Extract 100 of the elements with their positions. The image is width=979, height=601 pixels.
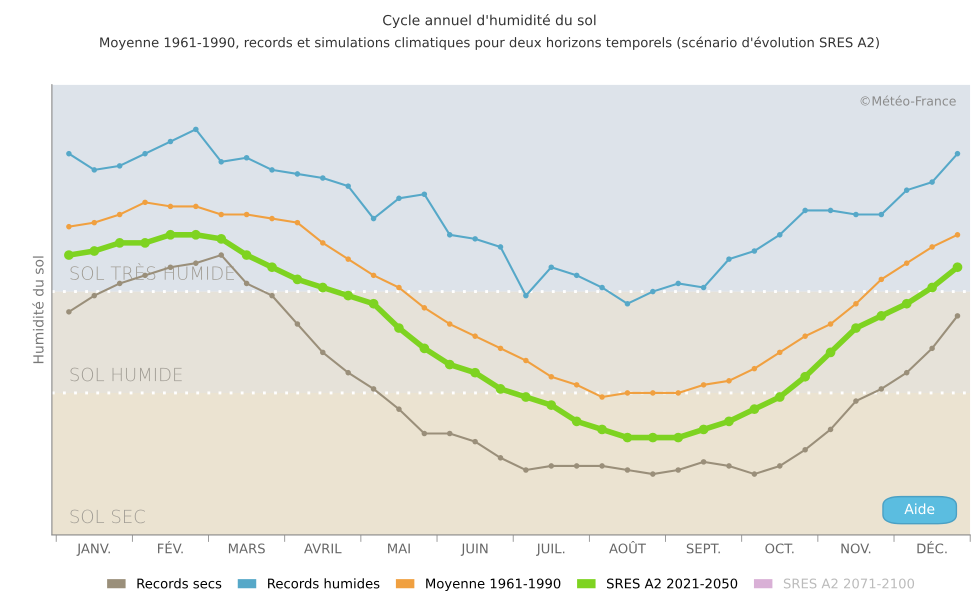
point (394, 323, 404, 333)
point (826, 348, 836, 358)
point (370, 216, 376, 222)
point (64, 250, 74, 260)
point (776, 232, 783, 238)
point (878, 212, 884, 218)
point (269, 167, 275, 173)
point (345, 183, 351, 189)
point (444, 360, 455, 370)
band-label: SOL HUMIDE (70, 368, 182, 382)
point (320, 175, 326, 181)
point (700, 284, 706, 290)
point (853, 398, 859, 404)
point (193, 204, 199, 210)
point (470, 368, 480, 378)
point (929, 346, 935, 352)
point (752, 366, 758, 372)
point (802, 208, 808, 214)
point (726, 463, 732, 469)
point (422, 430, 428, 436)
point (320, 240, 326, 246)
point (828, 426, 834, 432)
point (472, 236, 478, 242)
legend-label: Records humides (268, 578, 380, 588)
legend-label: Records secs (137, 578, 222, 588)
annotation: Aide (904, 503, 934, 514)
point (572, 416, 582, 426)
point (802, 333, 808, 339)
point (904, 187, 910, 193)
point (752, 248, 758, 254)
point (952, 262, 962, 272)
legend-label: SRES A2 2071-2100 (784, 578, 914, 588)
point (269, 292, 275, 298)
point (368, 298, 378, 309)
point (419, 343, 430, 354)
point (92, 220, 98, 226)
point (878, 386, 884, 392)
band-label: SOL SEC (70, 510, 145, 524)
x-tick-label: AOÛT (609, 541, 646, 554)
point (294, 220, 300, 226)
point (446, 232, 453, 238)
legend-label: Moyenne 1961-1990 (426, 578, 560, 592)
point (216, 234, 226, 244)
point (546, 400, 556, 410)
point (523, 358, 529, 364)
point (89, 246, 100, 256)
point (193, 126, 199, 132)
point (472, 438, 478, 444)
x-tick-label: MAI (388, 544, 410, 554)
band-label: SOL TRÈS HUMIDE (70, 262, 234, 280)
point (954, 150, 960, 156)
point (242, 250, 252, 260)
point (675, 280, 681, 286)
point (853, 212, 859, 218)
point (904, 260, 910, 266)
x-tick-label: MARS (228, 543, 265, 554)
point (776, 350, 783, 356)
point (624, 467, 630, 473)
x-tick-label: JUIL. (536, 544, 564, 556)
point (345, 370, 351, 376)
point (114, 238, 125, 248)
point (92, 292, 98, 298)
point (116, 212, 122, 218)
point (650, 288, 656, 294)
point (548, 463, 554, 469)
point (774, 392, 785, 402)
point (929, 244, 935, 250)
x-tick-label: JUIN (460, 544, 488, 556)
point (954, 232, 960, 238)
point (622, 432, 632, 442)
point (116, 163, 122, 169)
x-tick-label: DÉC. (917, 541, 947, 554)
point (673, 432, 684, 442)
point (574, 272, 580, 278)
point (675, 390, 681, 396)
point (496, 384, 506, 394)
point (698, 424, 708, 434)
x-tick-label: JANV. (76, 544, 110, 556)
point (244, 212, 250, 218)
point (168, 138, 174, 144)
point (904, 370, 910, 376)
point (218, 212, 224, 218)
point (498, 346, 504, 352)
point (218, 252, 224, 258)
point (851, 323, 861, 333)
point (446, 321, 453, 327)
point (597, 424, 607, 434)
point (244, 154, 250, 161)
point (267, 262, 277, 272)
point (343, 290, 354, 300)
point (828, 321, 834, 327)
point (294, 171, 300, 177)
point (168, 204, 174, 210)
point (370, 272, 376, 278)
point (318, 282, 328, 292)
x-tick-label: AVRIL (304, 544, 342, 554)
point (498, 244, 504, 250)
point (396, 196, 402, 202)
legend-label: SRES A2 2021-2050 (606, 578, 738, 588)
point (345, 256, 351, 262)
